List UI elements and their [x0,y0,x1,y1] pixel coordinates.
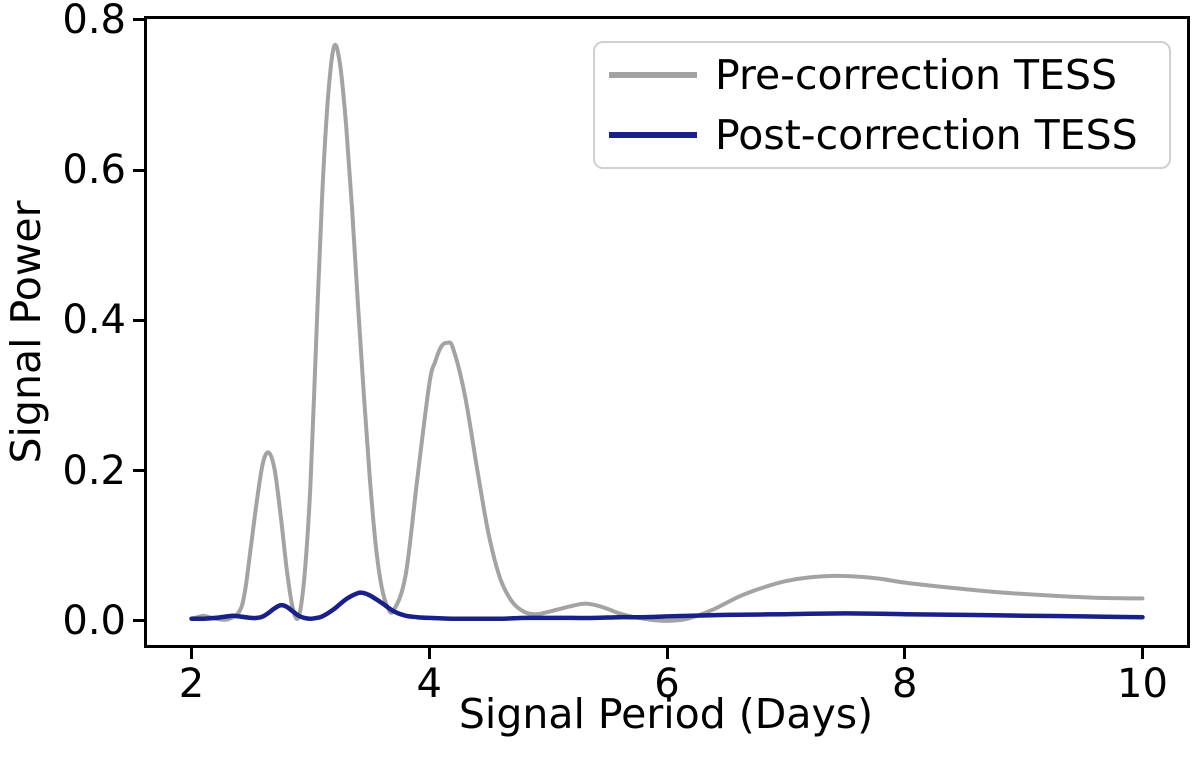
y-tick-label: 0.4 [62,297,126,344]
y-tick-mark [133,18,144,22]
x-tick-mark [190,648,194,659]
y-tick-label: 0.2 [62,447,126,494]
y-tick-mark [133,619,144,623]
y-tick-label: 0.8 [62,0,126,43]
x-tick-mark [1140,648,1144,659]
y-tick-mark [133,168,144,172]
legend-label: Pre-correction TESS [715,51,1118,99]
x-tick-mark [665,648,669,659]
legend-item: Post-correction TESS [595,105,1169,165]
legend-item: Pre-correction TESS [595,45,1169,105]
plot-area-border [144,16,1190,648]
x-tick-mark [427,648,431,659]
y-axis-label: Signal Power [2,200,50,464]
x-tick-label: 6 [654,661,680,707]
legend-label: Post-correction TESS [715,111,1138,159]
y-tick-label: 0.0 [62,597,126,644]
x-tick-label: 8 [891,661,918,707]
x-tick-label: 2 [178,661,205,707]
x-tick-mark [903,648,907,659]
y-tick-mark [133,469,144,473]
y-tick-label: 0.6 [62,147,126,194]
x-tick-label: 10 [1117,661,1168,707]
legend: Pre-correction TESS Post-correction TESS [593,41,1171,169]
legend-line-post-correction [609,132,697,138]
x-tick-label: 4 [416,661,442,707]
x-axis-label: Signal Period (Days) [458,690,874,738]
y-tick-mark [133,318,144,322]
legend-line-pre-correction [609,72,697,78]
